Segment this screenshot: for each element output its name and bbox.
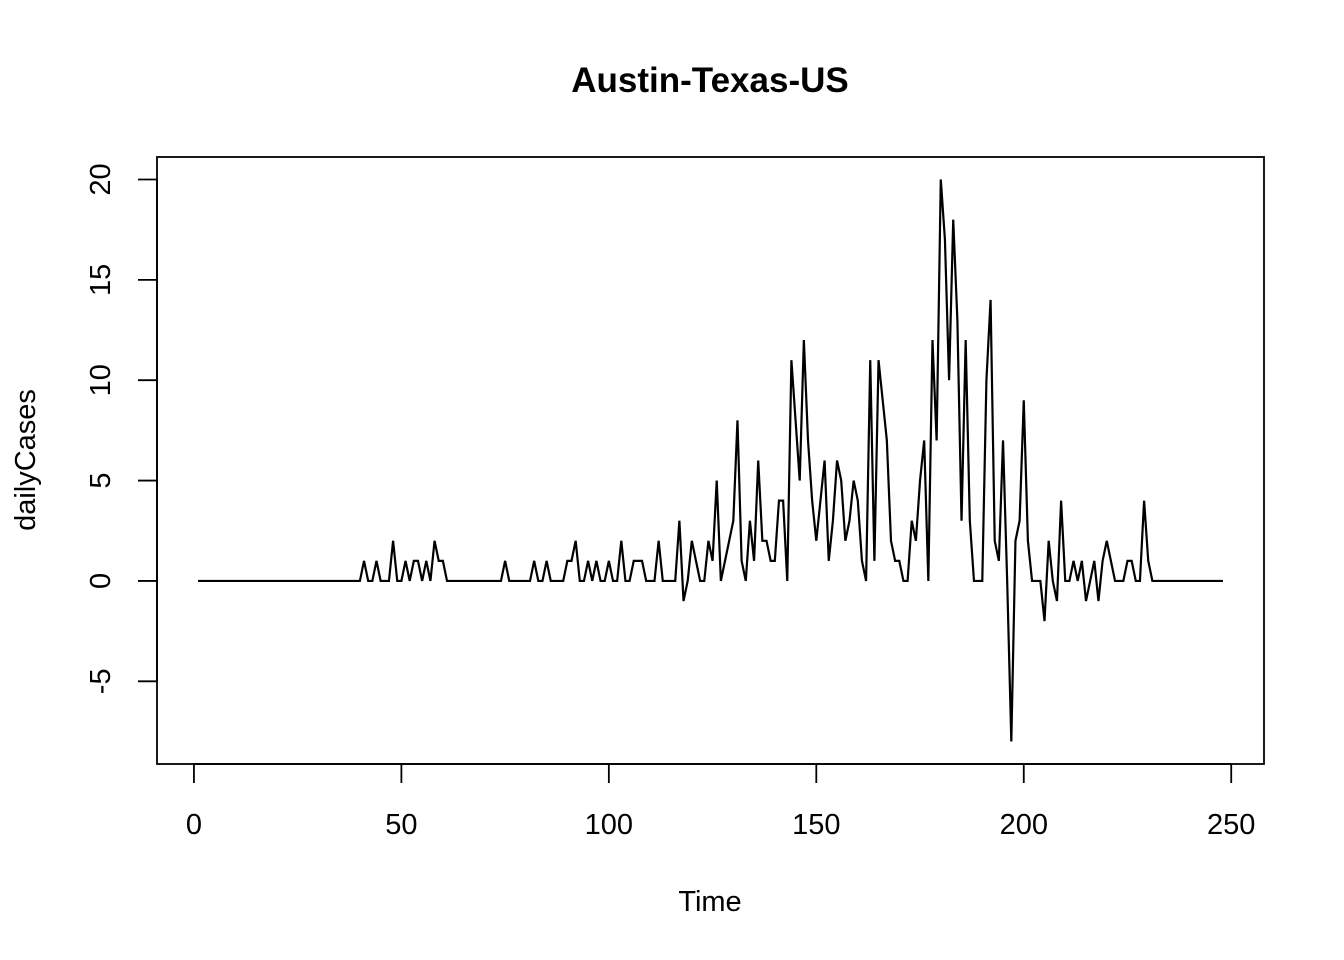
chart-title: Austin-Texas-US	[571, 61, 848, 100]
y-tick-label: 0	[85, 573, 117, 589]
series-line-daily-cases	[198, 179, 1223, 742]
y-tick-label: 15	[85, 264, 117, 296]
y-tick-label: 20	[85, 163, 117, 195]
x-tick-label: 50	[385, 809, 417, 841]
x-axis: 0 50 100 150 200 250	[186, 763, 1255, 841]
x-tick-label: 100	[585, 809, 633, 841]
x-tick-label: 150	[792, 809, 840, 841]
x-axis-label: Time	[678, 886, 741, 918]
plot-frame	[156, 156, 1265, 765]
y-tick-label: -5	[85, 668, 117, 694]
x-tick-label: 0	[186, 809, 202, 841]
y-axis: -5 0 5 10 15 20	[85, 163, 158, 694]
y-tick-label: 5	[85, 473, 117, 489]
y-axis-label: dailyCases	[10, 389, 42, 531]
y-tick-label: 10	[85, 364, 117, 396]
x-tick-label: 250	[1207, 809, 1255, 841]
x-tick-label: 200	[1000, 809, 1048, 841]
